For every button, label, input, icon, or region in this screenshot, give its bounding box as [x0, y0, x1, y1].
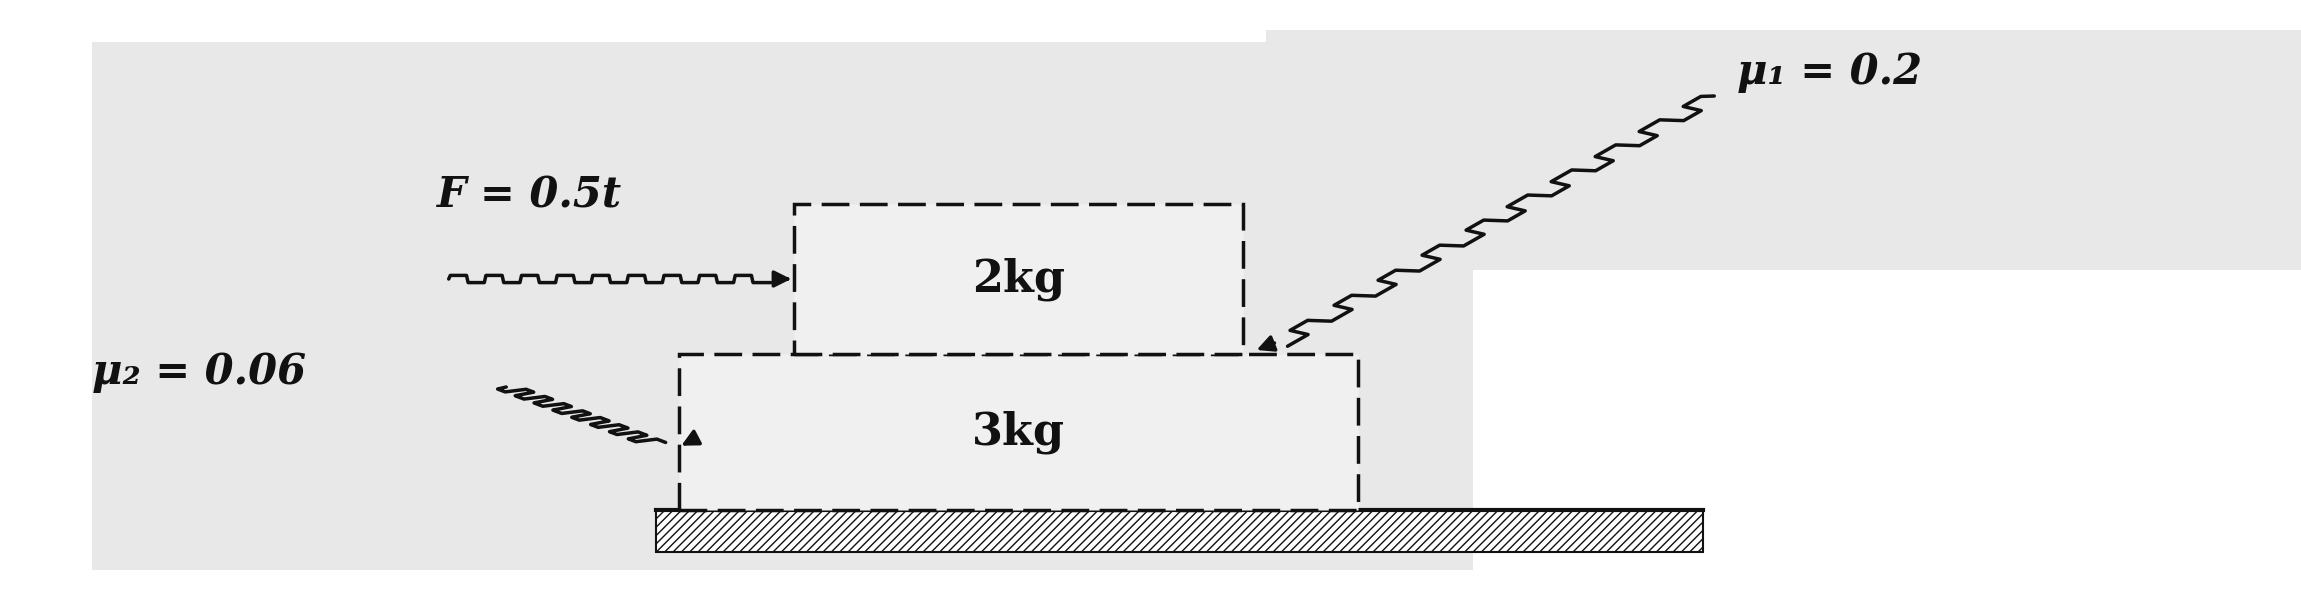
- Bar: [1266, 30, 2301, 270]
- Bar: [679, 354, 1358, 510]
- Text: μ₁ = 0.2: μ₁ = 0.2: [1737, 51, 1921, 93]
- Text: 3kg: 3kg: [971, 410, 1065, 454]
- Bar: [794, 204, 1243, 354]
- Text: μ₂ = 0.06: μ₂ = 0.06: [92, 351, 306, 393]
- Bar: [656, 510, 1703, 552]
- Text: F = 0.5t: F = 0.5t: [437, 174, 621, 216]
- Text: 2kg: 2kg: [971, 257, 1065, 301]
- Bar: [92, 42, 1473, 570]
- Bar: [656, 510, 1703, 552]
